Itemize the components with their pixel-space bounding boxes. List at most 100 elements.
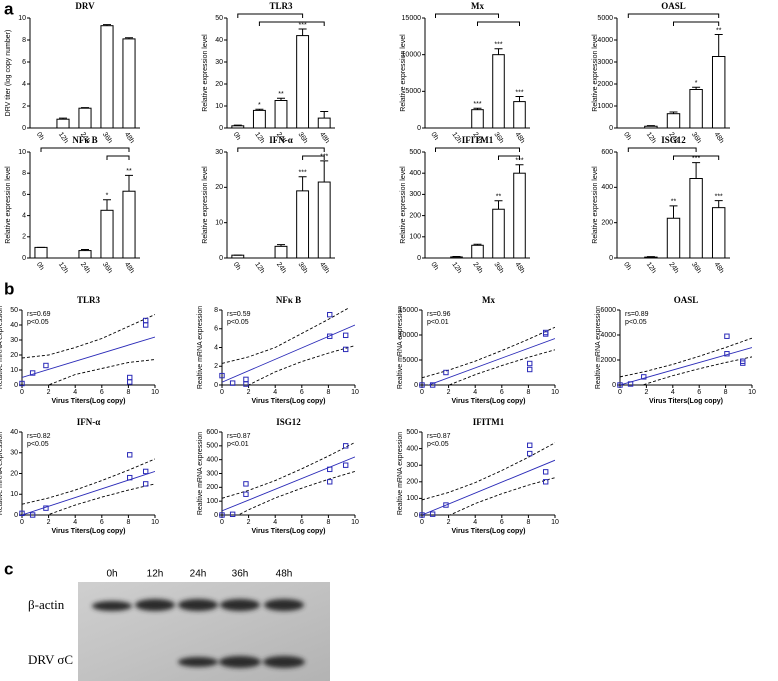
x-tick-label: 6 bbox=[300, 519, 304, 526]
y-tick-label: 30 bbox=[10, 450, 18, 457]
y-axis-label: Realtive mRNA expression bbox=[397, 306, 404, 389]
x-tick-label: 0h bbox=[35, 131, 45, 141]
y-tick-label: 300 bbox=[406, 462, 418, 469]
x-tick-label: 10 bbox=[551, 389, 559, 396]
bar bbox=[317, 117, 331, 129]
x-tick-label: 36h bbox=[101, 131, 113, 145]
confidence-band bbox=[22, 314, 155, 359]
y-tick-label: 0 bbox=[417, 255, 421, 262]
y-axis-label: Relative expression level bbox=[202, 166, 209, 244]
point bbox=[219, 512, 225, 518]
x-axis-label: Virus Titers(Log copy) bbox=[451, 528, 525, 535]
significance: *** bbox=[715, 193, 723, 200]
bar bbox=[689, 89, 703, 129]
fit-group bbox=[22, 458, 155, 515]
y-tick-label: 20 bbox=[215, 184, 223, 191]
blot-row-label: β-actin bbox=[28, 597, 65, 612]
bar bbox=[666, 217, 681, 259]
x-tick-label: 0h bbox=[622, 261, 632, 271]
significance: *** bbox=[299, 22, 307, 29]
x-tick-label: 48h bbox=[513, 261, 525, 275]
significance: *** bbox=[494, 42, 502, 49]
x-axis-label: Virus Titers(Log copy) bbox=[649, 398, 723, 405]
y-tick-label: 40 bbox=[10, 322, 18, 329]
bar bbox=[471, 244, 484, 259]
y-tick-label: 6 bbox=[22, 59, 26, 66]
comparison-bracket bbox=[627, 147, 697, 152]
y-tick-label: 4000 bbox=[597, 37, 613, 44]
point bbox=[542, 479, 549, 485]
x-tick-label: 4 bbox=[273, 389, 277, 396]
x-tick-label: 12h bbox=[57, 131, 69, 145]
bar bbox=[666, 113, 681, 129]
error-bar bbox=[714, 34, 723, 57]
lane-label: 36h bbox=[232, 569, 249, 580]
x-tick-label: 8 bbox=[126, 389, 130, 396]
error-bar bbox=[320, 160, 329, 183]
confidence-band bbox=[47, 359, 155, 385]
y-tick-label: 6 bbox=[22, 191, 26, 198]
bar bbox=[122, 38, 136, 129]
error-bar bbox=[646, 125, 655, 127]
x-tick-label: 4 bbox=[473, 389, 477, 396]
annotation: rs=0.59 bbox=[227, 311, 251, 318]
x-tick-label: 36h bbox=[492, 131, 504, 145]
bar bbox=[296, 190, 310, 259]
comparison-bracket bbox=[106, 155, 130, 160]
x-tick-label: 0h bbox=[429, 261, 439, 271]
point bbox=[127, 379, 133, 385]
y-tick-label: 10 bbox=[215, 103, 223, 110]
x-tick-label: 6 bbox=[500, 519, 504, 526]
y-tick-label: 20 bbox=[10, 470, 18, 477]
point bbox=[342, 443, 349, 449]
significance: *** bbox=[515, 89, 523, 96]
bar bbox=[231, 125, 245, 129]
significance: ** bbox=[671, 199, 677, 206]
bar bbox=[34, 246, 48, 259]
point bbox=[527, 450, 533, 457]
x-tick-label: 8 bbox=[526, 519, 530, 526]
bar bbox=[274, 245, 288, 259]
y-tick-label: 10 bbox=[10, 491, 18, 498]
chart-title: Mx bbox=[471, 1, 484, 11]
point bbox=[724, 333, 730, 339]
y-tick-label: 10 bbox=[18, 15, 26, 22]
fit-line bbox=[222, 456, 355, 512]
point bbox=[243, 491, 249, 497]
error-bar bbox=[714, 200, 723, 208]
chart-title: DRV bbox=[75, 1, 95, 11]
y-tick-label: 10 bbox=[10, 367, 18, 374]
y-tick-label: 6 bbox=[214, 326, 218, 333]
panel-label: c bbox=[4, 559, 13, 578]
chart-title: OASL bbox=[661, 1, 686, 11]
x-tick-label: 24h bbox=[79, 261, 91, 275]
x-axis-label: Virus Titers(Log copy) bbox=[51, 398, 125, 405]
point bbox=[142, 317, 149, 324]
comparison-bracket bbox=[673, 21, 720, 26]
y-tick-label: 4 bbox=[22, 81, 26, 88]
error-bar bbox=[515, 95, 524, 102]
point bbox=[142, 481, 149, 487]
bar bbox=[450, 256, 463, 259]
x-tick-label: 2 bbox=[47, 389, 51, 396]
x-tick-label: 0 bbox=[420, 519, 424, 526]
y-tick-label: 200 bbox=[406, 479, 418, 486]
x-tick-label: 2 bbox=[447, 519, 451, 526]
bar bbox=[100, 209, 114, 259]
x-tick-label: 0h bbox=[35, 261, 45, 271]
x-tick-label: 0 bbox=[20, 519, 24, 526]
x-tick-label: 48h bbox=[318, 261, 330, 275]
x-tick-label: 36h bbox=[101, 261, 113, 275]
point bbox=[327, 479, 333, 485]
x-tick-label: 12h bbox=[645, 261, 657, 275]
point bbox=[43, 505, 49, 511]
x-tick-label: 0h bbox=[622, 131, 632, 141]
significance: *** bbox=[692, 155, 700, 162]
y-axis-label: Relative expression level bbox=[592, 166, 599, 244]
x-tick-label: 10 bbox=[151, 389, 159, 396]
y-tick-label: 100 bbox=[206, 498, 218, 505]
y-axis-label: DRV titer (log copy number) bbox=[5, 30, 12, 117]
confidence-band bbox=[447, 349, 555, 385]
x-tick-label: 12h bbox=[253, 261, 265, 275]
error-bar bbox=[494, 200, 503, 210]
